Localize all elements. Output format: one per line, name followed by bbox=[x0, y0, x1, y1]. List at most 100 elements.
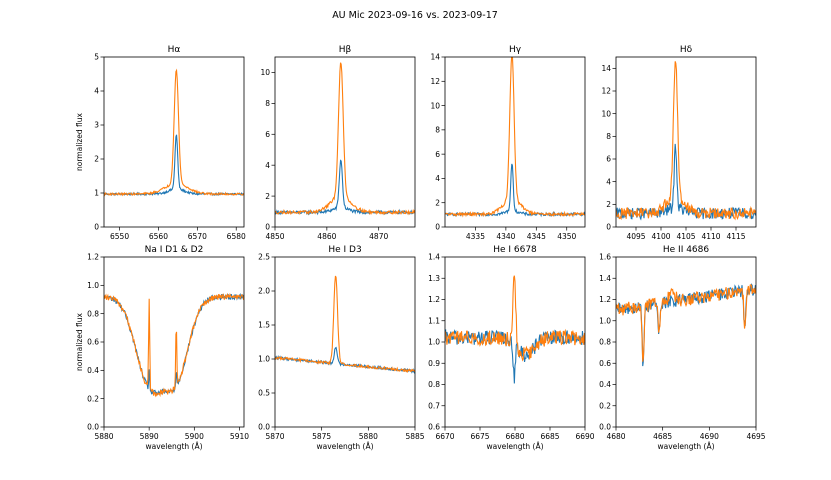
series-line-blue bbox=[104, 292, 244, 396]
y-tick-label: 1.0 bbox=[87, 281, 99, 290]
series-line-orange bbox=[445, 275, 585, 362]
y-tick-label: 0.0 bbox=[599, 423, 611, 432]
x-tick-label: 6685 bbox=[540, 432, 559, 441]
y-tick-label: 10 bbox=[430, 101, 440, 110]
panel-title: Hδ bbox=[680, 45, 693, 55]
panel-title: He I 6678 bbox=[493, 245, 537, 255]
x-tick-label: 4345 bbox=[527, 232, 546, 241]
x-tick-label: 4680 bbox=[606, 432, 625, 441]
y-tick-label: 1.0 bbox=[428, 338, 440, 347]
y-tick-label: 1 bbox=[94, 189, 99, 198]
y-tick-label: 0.5 bbox=[258, 389, 270, 398]
y-tick-label: 1.2 bbox=[428, 295, 440, 304]
x-tick-label: 4100 bbox=[651, 232, 670, 241]
y-axis-label: normalized flux bbox=[75, 312, 84, 371]
x-tick-label: 6570 bbox=[188, 232, 207, 241]
series-line-blue bbox=[104, 134, 244, 197]
x-tick-label: 6675 bbox=[470, 432, 489, 441]
panel-title: Na I D1 & D2 bbox=[145, 245, 204, 255]
series-line-orange bbox=[616, 284, 756, 362]
y-tick-label: 2 bbox=[265, 192, 270, 201]
x-axis-label: wavelength (Å) bbox=[316, 442, 373, 451]
x-axis-label: wavelength (Å) bbox=[657, 442, 714, 451]
axes-frame bbox=[103, 56, 245, 228]
x-axis-label: wavelength (Å) bbox=[145, 442, 202, 451]
y-tick-label: 2 bbox=[606, 200, 611, 209]
y-tick-label: 3 bbox=[94, 121, 99, 130]
x-tick-label: 4105 bbox=[676, 232, 695, 241]
series-group bbox=[445, 275, 585, 384]
y-tick-label: 8 bbox=[435, 126, 440, 135]
y-tick-label: 4 bbox=[94, 87, 99, 96]
y-tick-label: 2 bbox=[435, 198, 440, 207]
panel-title: He II 4686 bbox=[663, 245, 710, 255]
panel-h: 4335 4340 4345 4350 0 2 4 6 8 10 12 14 Hγ bbox=[430, 45, 586, 241]
y-tick-label: 8 bbox=[265, 99, 270, 108]
y-tick-label: 0 bbox=[606, 223, 611, 232]
y-tick-label: 1.6 bbox=[599, 253, 611, 262]
series-line-orange bbox=[616, 61, 756, 221]
y-tick-label: 0 bbox=[265, 223, 270, 232]
panel-title: He I D3 bbox=[328, 245, 361, 255]
series-group bbox=[616, 283, 756, 367]
panel-na-i-d1-d2: 5880 5890 5900 5910 0.0 0.2 0.4 0.6 0.8 1.0 1.2 Na … bbox=[75, 245, 249, 451]
series-group bbox=[275, 62, 415, 216]
x-tick-label: 5910 bbox=[230, 432, 249, 441]
panel-h: 4850 4860 4870 0 2 4 6 8 10 Hβ bbox=[260, 45, 416, 241]
y-tick-label: 4 bbox=[265, 161, 270, 170]
axes-frame bbox=[615, 256, 757, 428]
x-tick-label: 4870 bbox=[369, 232, 388, 241]
x-tick-label: 5880 bbox=[359, 432, 378, 441]
y-tick-label: 10 bbox=[260, 68, 270, 77]
x-tick-label: 6690 bbox=[575, 432, 594, 441]
y-tick-label: 1.4 bbox=[428, 253, 440, 262]
panel-title: Hγ bbox=[509, 45, 522, 55]
series-line-orange bbox=[104, 68, 244, 197]
series-group bbox=[445, 57, 585, 218]
panel-title: Hβ bbox=[339, 45, 352, 55]
y-tick-label: 0.6 bbox=[599, 359, 611, 368]
y-tick-label: 0 bbox=[94, 223, 99, 232]
y-tick-label: 1.4 bbox=[599, 274, 611, 283]
y-tick-label: 1.0 bbox=[258, 355, 270, 364]
panel-h: 4095 4100 4105 4110 4115 0 2 4 6 8 10 12 14 Hδ bbox=[601, 45, 757, 241]
y-tick-label: 4 bbox=[606, 177, 611, 186]
y-tick-label: 0.2 bbox=[87, 394, 99, 403]
x-tick-label: 4695 bbox=[746, 432, 765, 441]
y-tick-label: 0.6 bbox=[428, 423, 440, 432]
y-tick-label: 1.3 bbox=[428, 274, 440, 283]
x-tick-label: 5890 bbox=[140, 432, 159, 441]
y-tick-label: 1.2 bbox=[599, 295, 611, 304]
panel-he-ii-4686: 4680 4685 4690 4695 0.0 0.2 0.4 0.6 0.8 1.0 1.2 1.4… bbox=[599, 245, 766, 451]
y-tick-label: 1.1 bbox=[428, 316, 440, 325]
y-tick-label: 0.4 bbox=[87, 366, 99, 375]
x-tick-label: 6680 bbox=[505, 432, 524, 441]
panel-h: 6550 6560 6570 6580 0 1 2 3 4 5 Hα normalized flux bbox=[75, 45, 246, 241]
x-tick-label: 4690 bbox=[700, 432, 719, 441]
x-tick-label: 6550 bbox=[110, 232, 129, 241]
y-tick-label: 2.5 bbox=[258, 253, 270, 262]
y-tick-label: 6 bbox=[435, 150, 440, 159]
x-axis-label: wavelength (Å) bbox=[486, 442, 543, 451]
axes-frame bbox=[615, 56, 757, 228]
x-tick-label: 4685 bbox=[653, 432, 672, 441]
y-tick-label: 0.8 bbox=[428, 380, 440, 389]
x-tick-label: 4110 bbox=[701, 232, 720, 241]
y-tick-label: 2.0 bbox=[258, 287, 270, 296]
x-tick-label: 4340 bbox=[496, 232, 515, 241]
panel-he-i-6678: 6670 6675 6680 6685 6690 0.6 0.7 0.8 0.9 1.0 1.1 1.… bbox=[428, 245, 595, 451]
series-group bbox=[104, 292, 244, 398]
x-tick-label: 5885 bbox=[405, 432, 424, 441]
series-line-orange bbox=[445, 57, 585, 218]
y-tick-label: 0.7 bbox=[428, 401, 440, 410]
y-tick-label: 0.8 bbox=[599, 338, 611, 347]
y-axis-label: normalized flux bbox=[75, 112, 84, 171]
x-tick-label: 4350 bbox=[557, 232, 576, 241]
x-tick-label: 6560 bbox=[149, 232, 168, 241]
series-line-orange bbox=[275, 275, 415, 374]
series-line-blue bbox=[445, 163, 585, 218]
x-tick-label: 5900 bbox=[185, 432, 204, 441]
y-tick-label: 0.8 bbox=[87, 309, 99, 318]
x-tick-label: 4860 bbox=[317, 232, 336, 241]
y-tick-label: 10 bbox=[601, 109, 611, 118]
